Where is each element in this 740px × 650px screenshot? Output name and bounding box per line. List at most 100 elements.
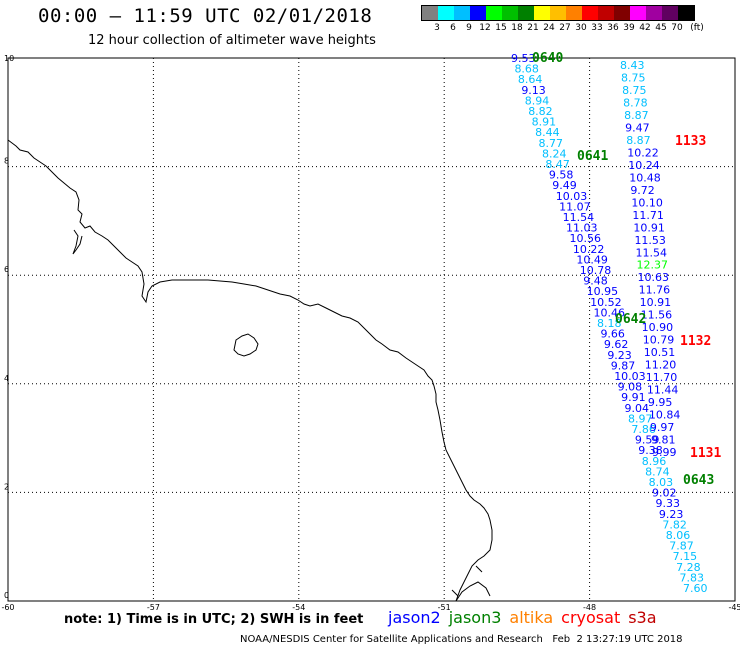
west-track-value: 9.91 bbox=[621, 391, 646, 404]
west-track-value: 9.33 bbox=[655, 497, 680, 510]
west-track-value: 10.03 bbox=[614, 370, 646, 383]
y-tick-label: 2 bbox=[4, 482, 9, 491]
satellite-label: cryosat bbox=[561, 608, 621, 627]
legend-swatch bbox=[518, 6, 534, 20]
west-track-value: 9.23 bbox=[607, 349, 632, 362]
east-track-value: 8.43 bbox=[620, 59, 645, 72]
east-track-value: 10.10 bbox=[631, 196, 663, 209]
west-track-value: 10.03 bbox=[556, 190, 588, 203]
satellite-legend: jason2 jason3 altika cryosat s3a bbox=[388, 608, 665, 627]
west-track-value: 9.23 bbox=[659, 508, 684, 521]
west-track-value: 9.53 bbox=[511, 52, 536, 65]
legend-label: 42 bbox=[639, 23, 651, 33]
west-track-value: 8.47 bbox=[545, 158, 570, 171]
west-track-value: 8.82 bbox=[528, 105, 553, 118]
west-track-value: 8.24 bbox=[542, 147, 567, 160]
legend-label: 70 bbox=[671, 23, 683, 33]
west-track-value: 7.60 bbox=[683, 582, 708, 595]
satellite-label: s3a bbox=[628, 608, 657, 627]
legend-unit: (ft) bbox=[690, 23, 704, 33]
east-track-value: 11.20 bbox=[645, 359, 677, 372]
west-track-value: 9.58 bbox=[549, 169, 574, 182]
legend-swatch bbox=[422, 6, 438, 20]
west-track-value: 8.94 bbox=[525, 94, 550, 107]
west-track-value: 9.59 bbox=[635, 434, 660, 447]
east-track-value: 10.91 bbox=[640, 296, 672, 309]
west-track-value: 7.15 bbox=[673, 550, 698, 563]
east-track-value: 9.81 bbox=[651, 434, 676, 447]
east-track-value: 11.53 bbox=[634, 234, 666, 247]
east-track-value: 11.44 bbox=[647, 384, 679, 397]
pass-time-west: 0640 bbox=[532, 51, 563, 66]
color-legend: 3 6 9 12 15 18 21 24 27 30 33 36 39 42 45 70 (ft) bbox=[421, 5, 704, 35]
east-track-value: 11.54 bbox=[635, 246, 667, 259]
west-track-value: 8.64 bbox=[518, 73, 543, 86]
plot-frame bbox=[7, 57, 736, 602]
east-track-value: 10.90 bbox=[642, 321, 674, 334]
west-track-value: 9.13 bbox=[521, 84, 546, 97]
west-track-value: 11.03 bbox=[566, 222, 598, 235]
west-track-value: 8.44 bbox=[535, 126, 560, 139]
west-track-value: 8.68 bbox=[514, 63, 539, 76]
y-tick-label: 8 bbox=[4, 157, 9, 166]
legend-swatch bbox=[486, 6, 502, 20]
coastline-path bbox=[7, 139, 493, 602]
east-track-value: 10.22 bbox=[627, 146, 659, 159]
pass-time-east: 1131 bbox=[690, 446, 721, 461]
chart-title: 00:00 – 11:59 UTC 02/01/2018 bbox=[38, 5, 373, 27]
west-track-value: 10.49 bbox=[576, 253, 608, 266]
west-track-value: 11.54 bbox=[563, 211, 595, 224]
x-tick-label: -45 bbox=[728, 603, 740, 612]
legend-swatch bbox=[582, 6, 598, 20]
west-track-value: 8.91 bbox=[532, 116, 557, 129]
legend-swatch bbox=[550, 6, 566, 20]
west-track-value: 8.03 bbox=[649, 476, 674, 489]
legend-swatch bbox=[630, 6, 646, 20]
west-track-value: 10.78 bbox=[580, 264, 612, 277]
east-track-value: 9.99 bbox=[652, 446, 677, 459]
x-tick-label: -51 bbox=[438, 603, 451, 612]
x-tick-label: -54 bbox=[292, 603, 305, 612]
legend-label: 24 bbox=[543, 23, 555, 33]
legend-swatch bbox=[614, 6, 630, 20]
x-tick-label: -57 bbox=[147, 603, 160, 612]
east-track-value: 10.24 bbox=[628, 159, 660, 172]
legend-label: 6 bbox=[450, 23, 456, 33]
legend-swatch bbox=[454, 6, 470, 20]
west-track-value: 9.62 bbox=[604, 338, 629, 351]
satellite-label: altika bbox=[509, 608, 554, 627]
legend-label: 27 bbox=[559, 23, 571, 33]
east-track-values: 8.438.758.758.788.879.478.8710.2210.2410… bbox=[620, 59, 680, 459]
legend-swatch bbox=[662, 6, 678, 20]
east-track-value: 10.51 bbox=[644, 346, 676, 359]
west-track-value: 10.52 bbox=[590, 296, 622, 309]
east-track-value: 8.87 bbox=[624, 109, 649, 122]
west-track-value: 8.77 bbox=[539, 137, 564, 150]
legend-label: 15 bbox=[495, 23, 507, 33]
east-track-value: 11.71 bbox=[632, 209, 664, 222]
map-grid bbox=[8, 58, 735, 601]
pass-time-labels: 0640 0641 0642 0643 1133 1132 1131 bbox=[532, 51, 721, 488]
legend-swatch bbox=[438, 6, 454, 20]
west-track-value: 9.08 bbox=[618, 381, 643, 394]
legend-label: 45 bbox=[655, 23, 667, 33]
west-track-value: 7.83 bbox=[680, 571, 705, 584]
legend-label: 21 bbox=[527, 23, 539, 33]
legend-label: 9 bbox=[466, 23, 472, 33]
east-track-value: 8.75 bbox=[621, 71, 646, 84]
west-track-value: 9.87 bbox=[611, 359, 636, 372]
satellite-label: jason2 bbox=[388, 608, 441, 627]
legend-label: 33 bbox=[591, 23, 603, 33]
east-track-value: 10.48 bbox=[629, 171, 661, 184]
legend-label: 36 bbox=[607, 23, 619, 33]
east-track-value: 9.72 bbox=[630, 184, 655, 197]
coastline-island-channel bbox=[72, 229, 83, 255]
west-track-value: 11.07 bbox=[559, 200, 591, 213]
west-track-value: 9.66 bbox=[600, 328, 625, 341]
east-track-value: 8.78 bbox=[623, 96, 648, 109]
west-track-value: 7.86 bbox=[631, 423, 656, 436]
y-tick-label: 6 bbox=[4, 265, 9, 274]
legend-swatch bbox=[598, 6, 614, 20]
footer-note: note: 1) Time is in UTC; 2) SWH is in fe… bbox=[64, 612, 364, 627]
coastline bbox=[7, 139, 493, 602]
